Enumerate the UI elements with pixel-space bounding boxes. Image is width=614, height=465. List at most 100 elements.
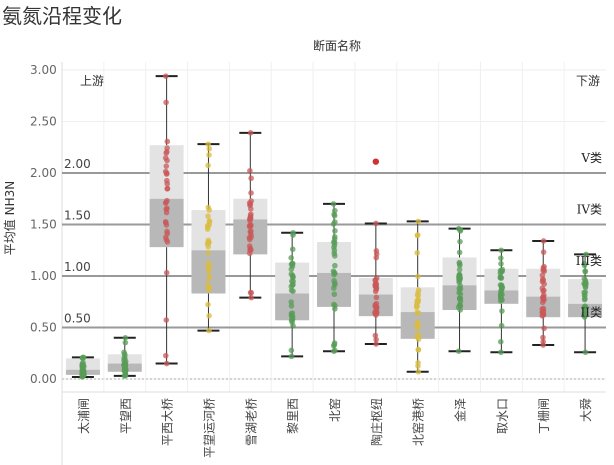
outlier-point bbox=[372, 158, 380, 165]
data-point bbox=[497, 275, 504, 281]
data-point bbox=[583, 251, 589, 258]
x-category-label: 平西大桥 bbox=[161, 398, 175, 446]
data-point bbox=[332, 228, 338, 234]
data-point bbox=[455, 348, 462, 354]
data-point bbox=[206, 275, 212, 282]
data-point bbox=[581, 260, 588, 267]
data-point bbox=[248, 228, 254, 234]
data-point bbox=[498, 255, 504, 261]
data-point bbox=[415, 310, 422, 316]
data-point bbox=[163, 150, 170, 156]
data-point bbox=[457, 295, 464, 302]
data-point bbox=[457, 238, 463, 245]
x-axis-title: 断面名称 bbox=[313, 38, 361, 53]
data-point bbox=[247, 215, 254, 222]
data-point bbox=[540, 238, 547, 244]
data-point bbox=[540, 294, 547, 300]
data-point bbox=[372, 288, 379, 295]
y-tick-label: 2.00 bbox=[30, 166, 57, 180]
data-point bbox=[121, 358, 127, 364]
x-category-label: 陶庄枢纽 bbox=[369, 398, 384, 446]
data-point bbox=[163, 171, 170, 177]
data-point bbox=[331, 341, 338, 348]
data-point bbox=[540, 334, 546, 341]
data-point bbox=[247, 168, 253, 174]
data-point bbox=[290, 232, 296, 238]
downstream-label: 下游 bbox=[576, 74, 600, 88]
data-point bbox=[164, 157, 170, 164]
data-point bbox=[122, 335, 129, 341]
data-point bbox=[330, 221, 337, 227]
data-point bbox=[541, 325, 547, 332]
data-point bbox=[582, 289, 589, 295]
water-class-label: II类 bbox=[581, 306, 602, 320]
data-point bbox=[247, 130, 254, 136]
data-point bbox=[163, 317, 170, 323]
data-point bbox=[248, 175, 254, 182]
water-class-label: IV类 bbox=[577, 203, 602, 217]
data-point bbox=[164, 205, 170, 212]
data-point bbox=[415, 346, 422, 353]
data-point bbox=[206, 327, 212, 334]
x-category-label: 平望运河桥 bbox=[202, 398, 216, 458]
data-point bbox=[247, 245, 254, 252]
data-point bbox=[372, 332, 379, 339]
data-point bbox=[332, 262, 338, 269]
data-point bbox=[163, 269, 170, 276]
data-point bbox=[288, 303, 295, 309]
x-category-label: 北窑 bbox=[327, 398, 342, 422]
data-point bbox=[247, 223, 254, 229]
y-tick-label: 2.50 bbox=[30, 115, 57, 129]
data-point bbox=[247, 236, 253, 243]
data-point bbox=[456, 249, 463, 256]
data-point bbox=[415, 359, 421, 366]
data-point bbox=[164, 177, 170, 184]
data-point bbox=[163, 209, 170, 216]
chart-title: 氨氮沿程变化 bbox=[2, 4, 122, 28]
data-point bbox=[415, 289, 421, 296]
data-point bbox=[497, 338, 504, 345]
data-point bbox=[205, 162, 211, 169]
data-point bbox=[581, 275, 588, 282]
data-point bbox=[498, 349, 504, 356]
data-point bbox=[414, 303, 420, 310]
data-point bbox=[248, 211, 254, 218]
data-point bbox=[162, 219, 169, 225]
data-point bbox=[289, 278, 295, 284]
data-point bbox=[331, 212, 338, 219]
data-point bbox=[581, 304, 588, 310]
x-category-label: 北窑港桥 bbox=[411, 398, 426, 446]
data-point bbox=[205, 301, 211, 308]
data-point bbox=[499, 308, 505, 314]
data-point bbox=[583, 281, 589, 287]
x-category-label: 平望西 bbox=[119, 398, 133, 434]
data-point bbox=[415, 323, 421, 329]
data-point bbox=[164, 185, 171, 192]
data-point bbox=[331, 242, 338, 248]
data-point bbox=[373, 341, 379, 347]
data-point bbox=[414, 232, 421, 238]
data-point bbox=[415, 368, 422, 375]
data-point bbox=[80, 371, 87, 378]
y-tick-label: 1.00 bbox=[30, 269, 57, 283]
x-category-label: 大舜 bbox=[578, 398, 593, 422]
water-class-label: V类 bbox=[580, 151, 602, 165]
data-point bbox=[414, 250, 420, 256]
data-point bbox=[163, 199, 169, 206]
data-point bbox=[331, 277, 337, 284]
data-point bbox=[415, 332, 422, 339]
data-point bbox=[162, 352, 169, 359]
data-point bbox=[498, 247, 504, 254]
data-point bbox=[415, 218, 422, 225]
data-point bbox=[164, 228, 170, 235]
data-point bbox=[290, 323, 296, 329]
x-category-label: 取水口 bbox=[495, 398, 509, 434]
data-point bbox=[80, 354, 87, 361]
data-point bbox=[163, 163, 170, 169]
data-point bbox=[248, 289, 254, 296]
x-category-label: 黎里西 bbox=[286, 398, 300, 434]
data-point bbox=[582, 268, 589, 275]
data-point bbox=[164, 239, 171, 245]
data-point bbox=[248, 294, 255, 301]
